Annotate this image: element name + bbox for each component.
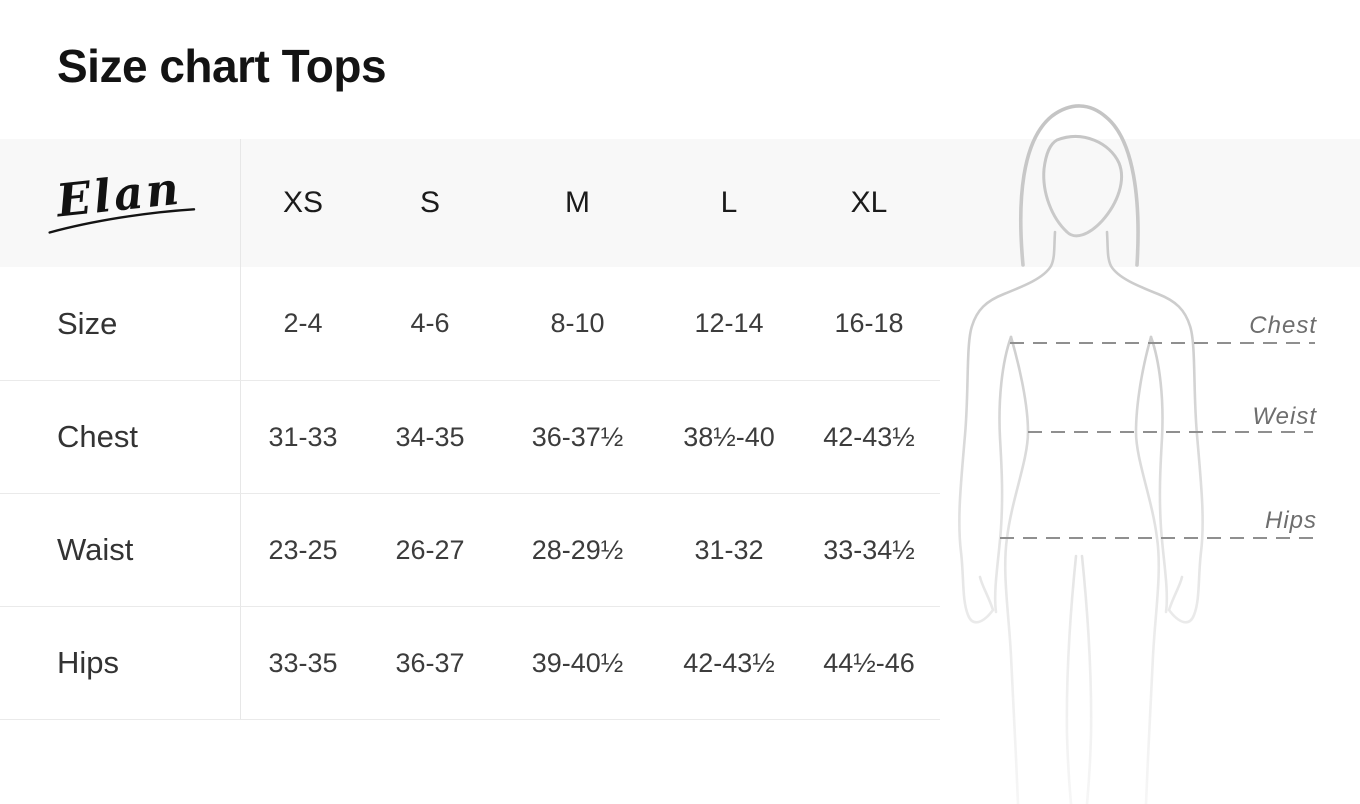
- column-header-l: L: [720, 186, 738, 219]
- cell-chest-m: 36-37½: [495, 381, 660, 494]
- left-arm-outline: [958, 230, 1057, 624]
- hips-measure-label: Hips: [1264, 507, 1317, 534]
- row-header-hips: Hips: [0, 607, 241, 720]
- cell-hips-m: 39-40½: [495, 607, 660, 720]
- brand-logo-text: Elan: [53, 161, 185, 227]
- table-header-band: [0, 139, 1360, 267]
- column-header-xs: XS: [282, 186, 324, 219]
- cell-hips-xl: 44½-46: [798, 607, 940, 720]
- woman-silhouette-figure: [958, 104, 1315, 804]
- cell-waist-xl: 33-34½: [798, 494, 940, 607]
- right-arm-outline: [1105, 230, 1204, 624]
- left-torso-leg-outline: [1003, 335, 1030, 804]
- cell-chest-l: 38½-40: [660, 381, 798, 494]
- row-header-chest: Chest: [0, 381, 241, 494]
- cell-waist-m: 28-29½: [495, 494, 660, 607]
- weist-measure-label: Weist: [1252, 403, 1317, 430]
- hair-outline: [1018, 104, 1140, 267]
- cell-waist-l: 31-32: [660, 494, 798, 607]
- cell-hips-xs: 33-35: [241, 607, 365, 720]
- column-header-m: M: [565, 186, 590, 219]
- column-header-s: S: [419, 186, 440, 219]
- page-title: Size chart Tops: [57, 40, 387, 92]
- right-torso-leg-outline: [1134, 335, 1161, 804]
- brand-underline-flourish: [48, 207, 196, 234]
- row-header-size: Size: [0, 267, 241, 381]
- cell-size-s: 4-6: [365, 267, 495, 381]
- cell-hips-s: 36-37: [365, 607, 495, 720]
- left-inner-leg-outline: [1065, 554, 1078, 804]
- cell-chest-s: 34-35: [365, 381, 495, 494]
- cell-waist-xs: 23-25: [241, 494, 365, 607]
- size-chart-table: Elan XS S M L XL Size 2-4 4-6 8-10 12-14…: [0, 139, 940, 720]
- right-inner-leg-outline: [1080, 554, 1093, 804]
- cell-size-m: 8-10: [495, 267, 660, 381]
- right-inner-arm-outline: [1149, 335, 1169, 614]
- brand-logo: Elan: [42, 161, 197, 234]
- cell-chest-xs: 31-33: [241, 381, 365, 494]
- left-inner-arm-outline: [993, 335, 1013, 614]
- cell-size-xs: 2-4: [241, 267, 365, 381]
- column-header-xl: XL: [850, 186, 888, 219]
- chest-measure-label: Chest: [1249, 312, 1317, 339]
- face-outline: [1042, 135, 1124, 238]
- cell-size-l: 12-14: [660, 267, 798, 381]
- row-header-waist: Waist: [0, 494, 241, 607]
- brand-logo-cell: Elan: [0, 139, 241, 267]
- cell-size-xl: 16-18: [798, 267, 940, 381]
- cell-chest-xl: 42-43½: [798, 381, 940, 494]
- cell-waist-s: 26-27: [365, 494, 495, 607]
- cell-hips-l: 42-43½: [660, 607, 798, 720]
